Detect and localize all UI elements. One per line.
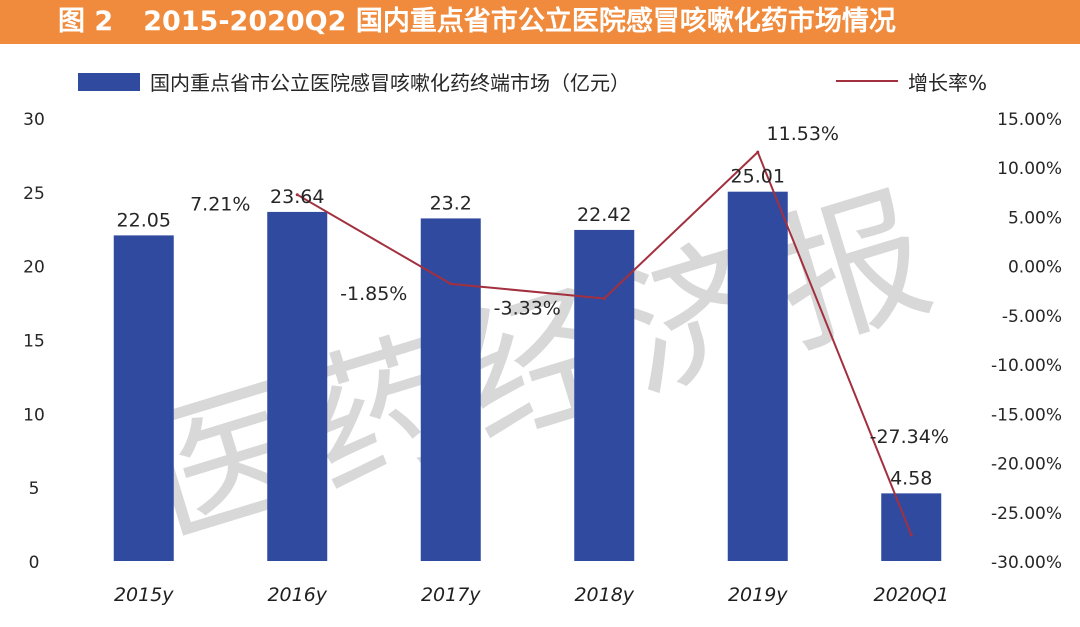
bar [727,191,788,561]
left-tick-label: 15 [23,332,45,352]
category-label: 2018y [574,584,634,606]
x-axis: 2015y 2016y 2017y 2018y 2019y 2020Q1 [114,584,949,606]
bar [574,229,635,561]
growth-rate-label: -27.34% [870,426,949,448]
growth-rate-series [295,150,913,537]
category-label: 2020Q1 [874,584,949,606]
right-tick-label: -20.00% [991,455,1062,475]
right-tick-label: 5.00% [1008,208,1062,228]
bar-value-label: 22.42 [577,204,631,226]
growth-rate-point [602,296,606,300]
watermark-layer: 医药经济报 [128,162,963,568]
chart-title: 2015-2020Q2 国内重点省市公立医院感冒咳嗽化药市场情况 [143,6,896,37]
watermark-text: 医药经济报 [128,162,963,568]
right-tick-label: -30.00% [991,553,1062,573]
category-label: 2019y [728,584,788,606]
growth-rate-point [756,150,760,154]
bar [267,211,328,561]
right-tick-label: 0.00% [1008,258,1062,278]
bar-value-label: 25.01 [731,166,785,188]
left-tick-label: 25 [23,184,45,204]
right-tick-label: -10.00% [991,356,1062,376]
left-tick-label: 20 [23,258,45,278]
left-tick-label: 30 [23,110,45,130]
bar-value-label: 23.2 [430,192,472,214]
right-tick-label: -15.00% [991,405,1062,425]
bar-series [113,191,942,561]
category-label: 2016y [267,584,327,606]
bar-value-label: 4.58 [890,467,932,489]
legend-bar-label: 国内重点省市公立医院感冒咳嗽化药终端市场（亿元） [150,71,630,95]
left-tick-label: 10 [23,405,45,425]
left-tick-label: 0 [29,553,40,573]
chart-legend: 国内重点省市公立医院感冒咳嗽化药终端市场（亿元） 增长率% [78,71,987,95]
growth-rate-point [449,282,453,286]
category-label: 2015y [114,584,174,606]
growth-rate-point [909,533,913,537]
chart-title-bar: 图 2 2015-2020Q2 国内重点省市公立医院感冒咳嗽化药市场情况 [0,0,1080,44]
bar [420,218,481,561]
right-tick-label: -25.00% [991,504,1062,524]
right-tick-label: 15.00% [997,110,1062,130]
right-tick-label: 10.00% [997,159,1062,179]
bar [113,235,174,561]
growth-rate-label: -3.33% [494,297,561,319]
right-tick-label: -5.00% [1002,307,1062,327]
left-y-axis: 0 5 10 15 20 25 30 [23,110,45,573]
figure-label: 图 2 [58,6,114,37]
bar-value-label: 23.64 [270,186,324,208]
left-tick-label: 5 [29,479,40,499]
growth-rate-point [295,193,299,197]
growth-rate-label: 11.53% [767,123,839,145]
bar-value-label: 22.05 [117,209,171,231]
right-y-axis: -30.00% -25.00% -20.00% -15.00% -10.00% -5.00… [991,110,1062,573]
legend-line-label: 增长率% [908,71,987,95]
combo-chart: 医药经济报 国内重点省市公立医院感冒咳嗽化药终端市场（亿元） 增长率% 0 5 10 1… [23,71,1062,606]
legend-bar-swatch [78,73,140,91]
data-labels: 22.05 23.64 23.2 22.42 25.01 4.58 7.21% -1.85% -… [117,123,949,489]
growth-rate-label: 7.21% [190,194,250,216]
bar [881,493,942,561]
category-label: 2017y [421,584,481,606]
growth-rate-label: -1.85% [340,283,407,305]
